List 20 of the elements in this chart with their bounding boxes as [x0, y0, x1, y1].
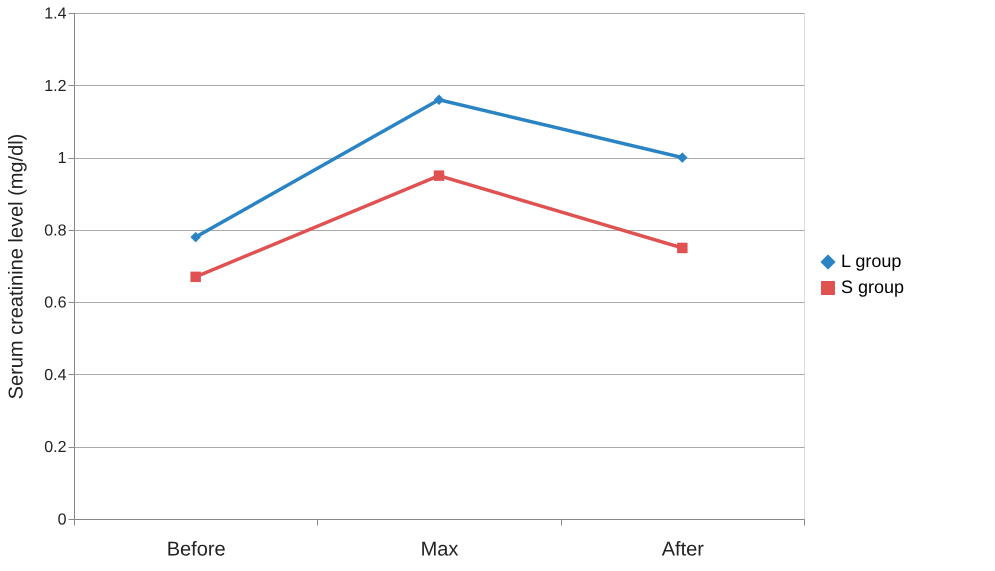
legend-label: S group	[841, 277, 904, 297]
point	[190, 272, 201, 282]
y-tick-label: 0.4	[44, 366, 67, 384]
point	[677, 152, 688, 163]
y-tick-label: 1.2	[44, 78, 67, 95]
x-tick-label: After	[662, 538, 704, 560]
point	[677, 242, 688, 254]
x-tick-label: Before	[166, 538, 226, 560]
y-tick-label: 0.2	[44, 439, 67, 456]
y-tick-label: 1.4	[44, 6, 67, 22]
y-tick-label: 0.6	[44, 294, 67, 312]
point	[434, 170, 444, 181]
point	[434, 94, 444, 105]
y-tick-label: 1	[58, 150, 67, 168]
legend-label: L group	[841, 251, 902, 271]
y-tick-label: 0	[58, 512, 67, 528]
x-tick-label: Max	[420, 538, 458, 560]
y-tick-label: 0.8	[44, 222, 67, 240]
point	[190, 232, 201, 242]
y-axis-title: Serum creatinine level (mg/dl)	[5, 134, 28, 400]
